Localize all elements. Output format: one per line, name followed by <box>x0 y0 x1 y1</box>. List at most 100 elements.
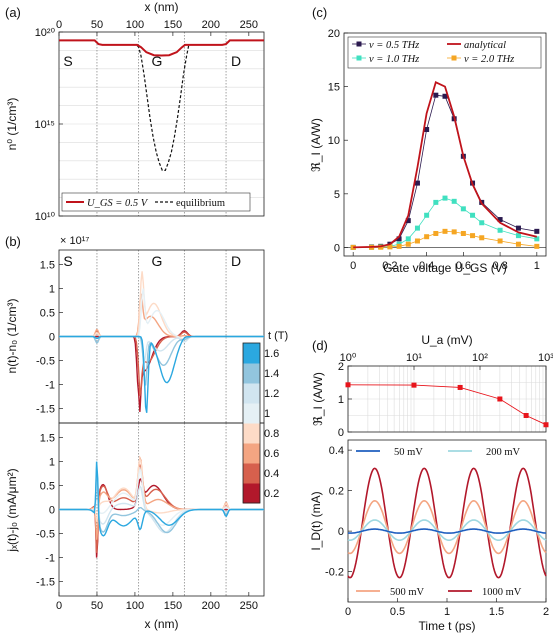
x-tick-label: 1.5 <box>489 606 504 618</box>
data-point <box>433 92 439 98</box>
data-point <box>457 384 463 390</box>
colorbar-tick-label: 1.2 <box>264 388 279 400</box>
series-line <box>353 197 537 248</box>
x-tick-label: 0.8 <box>492 260 507 272</box>
y-tick-label: 10²⁰ <box>35 27 56 39</box>
colorbar-tick-label: 1 <box>264 408 270 420</box>
x-tick-label: 2 <box>543 606 549 618</box>
y-tick-label: 0 <box>49 332 55 344</box>
legend-entry: 1000 mV <box>482 587 522 598</box>
y-tick-label: 20 <box>328 28 340 40</box>
data-point <box>460 230 466 236</box>
data-point <box>515 241 521 247</box>
x-tick-label: 1 <box>444 606 450 618</box>
y-tick-label: -0.5 <box>36 356 55 368</box>
colorbar-tick-label: 0.6 <box>264 448 279 460</box>
data-point <box>442 195 448 201</box>
current-curve <box>59 455 264 540</box>
y-tick-label: 1 <box>49 283 55 295</box>
y-axis-label: n(t)-n₀ (1/cm³) <box>5 299 19 374</box>
colorbar <box>242 342 261 504</box>
x-axis-label: Time t (ps) <box>419 619 476 633</box>
region-label: S <box>63 53 72 69</box>
x-tick-label: 10² <box>472 352 488 364</box>
y-tick-label: 0.5 <box>40 480 55 492</box>
y-tick-label: 10¹⁵ <box>35 119 55 131</box>
x-tick-label: 0 <box>345 606 351 618</box>
responsivity-line <box>347 384 547 426</box>
data-point <box>345 382 351 388</box>
data-point <box>405 241 411 247</box>
colorbar-tick-label: 1.4 <box>264 368 279 380</box>
data-point <box>497 227 503 233</box>
data-point <box>515 225 521 231</box>
panel-label-d: (d) <box>312 338 328 353</box>
data-point <box>515 233 521 239</box>
current-curve <box>59 466 264 526</box>
colorbar-tick-label: 0.4 <box>264 468 279 480</box>
x-tick-label: 250 <box>240 600 258 612</box>
series-line <box>353 94 537 248</box>
y-tick-label: 0 <box>338 526 344 538</box>
legend-entry: 200 mV <box>486 447 521 458</box>
density-curve <box>59 288 264 343</box>
data-point <box>534 228 540 234</box>
x-tick-label: 0 <box>350 260 356 272</box>
x-axis-label: Gate voltage U_GS (V) <box>383 261 506 275</box>
data-point <box>543 422 549 428</box>
data-point <box>451 229 457 235</box>
legend-entry: analytical <box>464 40 506 51</box>
y-tick-label: 15 <box>328 82 340 94</box>
y-tick-label: -1.5 <box>36 577 55 589</box>
region-label: G <box>152 53 163 69</box>
x-tick-label: 200 <box>202 600 220 612</box>
y-tick-label: -1.5 <box>36 404 55 416</box>
region-label: D <box>231 53 241 69</box>
data-point <box>424 212 430 218</box>
x-axis-label: x (nm) <box>145 617 179 631</box>
data-point <box>470 233 476 239</box>
data-point <box>497 396 503 402</box>
data-point <box>534 243 540 249</box>
data-point <box>460 206 466 212</box>
x-tick-label: 0 <box>56 19 62 31</box>
current-series <box>347 519 547 542</box>
colorbar-segment <box>243 363 260 384</box>
data-point <box>414 238 420 244</box>
y-tick-label: 0.2 <box>329 486 344 498</box>
x-axis-label: U_a (mV) <box>421 333 472 347</box>
data-point <box>405 218 411 224</box>
x-tick-label: 0.5 <box>390 606 405 618</box>
x-tick-label: 50 <box>91 19 103 31</box>
legend-entry: 500 mV <box>390 587 425 598</box>
data-point <box>497 238 503 244</box>
y-tick-label: 5 <box>334 189 340 201</box>
y-tick-label: 1.5 <box>40 259 55 271</box>
region-label: D <box>231 253 241 269</box>
y-tick-label: 0 <box>338 427 344 439</box>
colorbar-segment <box>243 383 260 404</box>
data-point <box>424 234 430 240</box>
current-series <box>347 467 547 579</box>
data-point <box>442 228 448 234</box>
data-point <box>451 198 457 204</box>
colorbar-label: t (T) <box>268 330 288 342</box>
y-axis-label: n⁰ (1/cm³) <box>5 98 19 151</box>
colorbar-segment <box>243 443 260 464</box>
panel-label-b: (b) <box>5 234 21 249</box>
y-tick-label: 0 <box>49 505 55 517</box>
y-axis-label: jₓ(t)-j₀ (mA/μm²) <box>5 468 19 552</box>
colorbar-segment <box>243 483 260 504</box>
y-tick-label: 1 <box>338 394 344 406</box>
x-tick-label: 1 <box>534 260 540 272</box>
colorbar-segment <box>243 463 260 484</box>
colorbar-tick-label: 1.6 <box>264 348 279 360</box>
colorbar-segment <box>243 423 260 444</box>
data-point <box>470 212 476 218</box>
data-point <box>350 244 356 250</box>
panel-label-a: (a) <box>5 5 21 20</box>
y-axis-label: I_D(t) (mA) <box>309 491 323 550</box>
y-tick-label: 0 <box>334 242 340 254</box>
current-curve <box>59 461 264 537</box>
